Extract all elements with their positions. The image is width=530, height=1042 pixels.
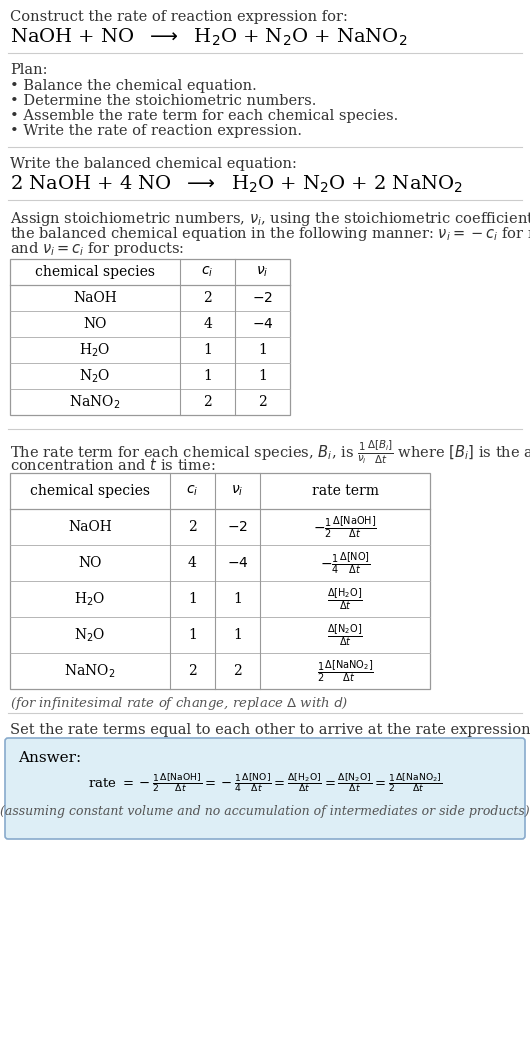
Text: 1: 1 — [258, 369, 267, 383]
Text: 2: 2 — [203, 291, 212, 305]
Text: 1: 1 — [258, 343, 267, 357]
Text: and $\nu_i = c_i$ for products:: and $\nu_i = c_i$ for products: — [10, 240, 184, 258]
Text: $\nu_i$: $\nu_i$ — [257, 265, 269, 279]
Text: NO: NO — [83, 317, 107, 331]
Text: • Assemble the rate term for each chemical species.: • Assemble the rate term for each chemic… — [10, 109, 398, 123]
Text: Answer:: Answer: — [18, 751, 81, 765]
Text: • Determine the stoichiometric numbers.: • Determine the stoichiometric numbers. — [10, 94, 316, 108]
Text: NaOH: NaOH — [68, 520, 112, 534]
Bar — [10, 259, 290, 415]
Text: 1: 1 — [233, 592, 242, 606]
Text: 2: 2 — [233, 664, 242, 678]
Text: N$_2$O: N$_2$O — [74, 626, 105, 644]
Text: H$_2$O: H$_2$O — [74, 591, 105, 607]
Text: NO: NO — [78, 556, 102, 570]
Text: 1: 1 — [188, 628, 197, 642]
Text: chemical species: chemical species — [35, 265, 155, 279]
Text: $-\frac{1}{2}\frac{\Delta\mathrm{[NaOH]}}{\Delta t}$: $-\frac{1}{2}\frac{\Delta\mathrm{[NaOH]}… — [313, 514, 377, 540]
Text: $-4$: $-4$ — [227, 556, 249, 570]
Text: $c_i$: $c_i$ — [187, 483, 199, 498]
Text: Set the rate terms equal to each other to arrive at the rate expression:: Set the rate terms equal to each other t… — [10, 723, 530, 737]
Text: Construct the rate of reaction expression for:: Construct the rate of reaction expressio… — [10, 10, 348, 24]
Text: 1: 1 — [188, 592, 197, 606]
Text: • Write the rate of reaction expression.: • Write the rate of reaction expression. — [10, 124, 302, 138]
Text: concentration and $t$ is time:: concentration and $t$ is time: — [10, 457, 216, 473]
Text: $\frac{\Delta\mathrm{[H_2O]}}{\Delta t}$: $\frac{\Delta\mathrm{[H_2O]}}{\Delta t}$ — [327, 587, 363, 612]
Text: $-2$: $-2$ — [227, 520, 248, 534]
Text: $-4$: $-4$ — [252, 317, 273, 331]
Text: NaOH + NO  $\longrightarrow$  H$_2$O + N$_2$O + NaNO$_2$: NaOH + NO $\longrightarrow$ H$_2$O + N$_… — [10, 27, 408, 48]
Text: NaNO$_2$: NaNO$_2$ — [69, 393, 121, 411]
Text: 2: 2 — [188, 664, 197, 678]
Text: $\frac{1}{2}\frac{\Delta\mathrm{[NaNO_2]}}{\Delta t}$: $\frac{1}{2}\frac{\Delta\mathrm{[NaNO_2]… — [316, 659, 374, 684]
Text: • Balance the chemical equation.: • Balance the chemical equation. — [10, 79, 257, 93]
Text: $-2$: $-2$ — [252, 291, 273, 305]
Text: H$_2$O: H$_2$O — [80, 342, 111, 358]
Text: rate $= -\frac{1}{2}\frac{\Delta\mathrm{[NaOH]}}{\Delta t}= -\frac{1}{4}\frac{\D: rate $= -\frac{1}{2}\frac{\Delta\mathrm{… — [88, 771, 442, 794]
Text: 1: 1 — [203, 343, 212, 357]
Text: $\frac{\Delta\mathrm{[N_2O]}}{\Delta t}$: $\frac{\Delta\mathrm{[N_2O]}}{\Delta t}$ — [327, 622, 363, 648]
Text: 4: 4 — [203, 317, 212, 331]
Text: 2: 2 — [203, 395, 212, 410]
Text: the balanced chemical equation in the following manner: $\nu_i = -c_i$ for react: the balanced chemical equation in the fo… — [10, 225, 530, 243]
Text: $-\frac{1}{4}\frac{\Delta\mathrm{[NO]}}{\Delta t}$: $-\frac{1}{4}\frac{\Delta\mathrm{[NO]}}{… — [320, 550, 370, 576]
Text: 1: 1 — [203, 369, 212, 383]
Text: NaNO$_2$: NaNO$_2$ — [64, 663, 116, 679]
Text: 2 NaOH + 4 NO  $\longrightarrow$  H$_2$O + N$_2$O + 2 NaNO$_2$: 2 NaOH + 4 NO $\longrightarrow$ H$_2$O +… — [10, 174, 463, 195]
Text: $c_i$: $c_i$ — [201, 265, 214, 279]
Text: Write the balanced chemical equation:: Write the balanced chemical equation: — [10, 157, 297, 171]
Text: Plan:: Plan: — [10, 63, 48, 77]
Text: (for infinitesimal rate of change, replace $\Delta$ with $d$): (for infinitesimal rate of change, repla… — [10, 695, 348, 712]
Bar — [10, 473, 430, 689]
Text: N$_2$O: N$_2$O — [80, 367, 111, 384]
Text: 4: 4 — [188, 556, 197, 570]
Text: 2: 2 — [258, 395, 267, 410]
Text: 1: 1 — [233, 628, 242, 642]
Text: NaOH: NaOH — [73, 291, 117, 305]
Text: chemical species: chemical species — [30, 483, 150, 498]
Text: The rate term for each chemical species, $B_i$, is $\frac{1}{\nu_i}\frac{\Delta[: The rate term for each chemical species,… — [10, 439, 530, 467]
Text: rate term: rate term — [312, 483, 378, 498]
Text: (assuming constant volume and no accumulation of intermediates or side products): (assuming constant volume and no accumul… — [0, 805, 530, 818]
FancyBboxPatch shape — [5, 738, 525, 839]
Text: Assign stoichiometric numbers, $\nu_i$, using the stoichiometric coefficients, $: Assign stoichiometric numbers, $\nu_i$, … — [10, 210, 530, 228]
Text: 2: 2 — [188, 520, 197, 534]
Text: $\nu_i$: $\nu_i$ — [231, 483, 244, 498]
